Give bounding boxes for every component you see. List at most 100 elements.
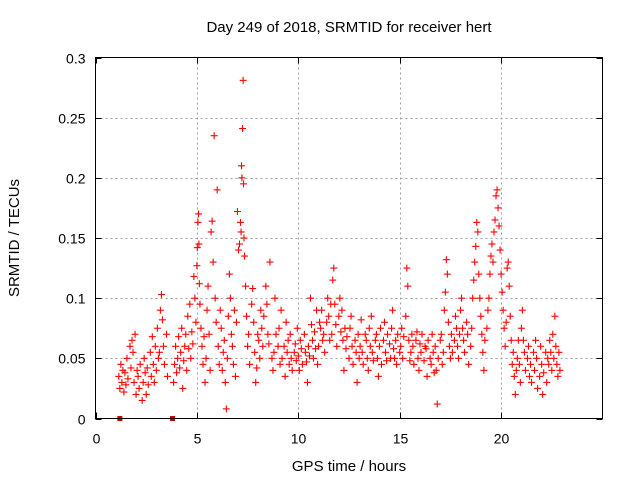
data-point bbox=[345, 354, 353, 362]
data-point bbox=[475, 270, 483, 278]
data-point bbox=[339, 336, 347, 344]
data-point bbox=[465, 360, 473, 368]
data-point bbox=[234, 246, 242, 254]
data-point bbox=[472, 242, 480, 250]
data-point bbox=[456, 330, 464, 338]
data-point bbox=[143, 364, 151, 372]
data-point bbox=[463, 318, 471, 326]
data-point bbox=[329, 276, 337, 284]
data-point bbox=[302, 358, 310, 366]
data-point bbox=[471, 258, 479, 266]
data-point bbox=[400, 333, 408, 341]
data-point bbox=[283, 348, 291, 356]
data-point bbox=[363, 354, 371, 362]
data-point bbox=[146, 348, 154, 356]
data-point bbox=[253, 364, 261, 372]
data-point bbox=[499, 306, 507, 314]
data-point bbox=[436, 336, 444, 344]
data-point bbox=[174, 354, 182, 362]
data-point bbox=[412, 336, 420, 344]
data-point bbox=[497, 270, 505, 278]
data-point bbox=[298, 360, 306, 368]
data-point bbox=[470, 276, 478, 284]
data-point bbox=[222, 405, 230, 413]
x-axis-label: GPS time / hours bbox=[292, 458, 406, 475]
data-point bbox=[501, 342, 509, 350]
data-point bbox=[441, 288, 449, 296]
data-point bbox=[139, 378, 147, 386]
data-point bbox=[215, 360, 223, 368]
data-point bbox=[140, 354, 148, 362]
data-point bbox=[343, 333, 351, 341]
data-point bbox=[468, 324, 476, 332]
data-point bbox=[453, 342, 461, 350]
data-point bbox=[495, 222, 503, 230]
data-point bbox=[357, 316, 365, 324]
data-point bbox=[507, 336, 515, 344]
data-point bbox=[129, 348, 137, 356]
data-point bbox=[304, 342, 312, 350]
data-point bbox=[158, 316, 166, 324]
data-point bbox=[223, 354, 231, 362]
data-point bbox=[257, 306, 265, 314]
data-point bbox=[402, 312, 410, 320]
data-point bbox=[251, 348, 259, 356]
data-point bbox=[219, 348, 227, 356]
data-point bbox=[333, 342, 341, 350]
data-point bbox=[272, 330, 280, 338]
data-point bbox=[369, 357, 377, 365]
y-tick-label: 0.15 bbox=[58, 231, 85, 247]
data-point bbox=[130, 378, 138, 386]
data-point bbox=[464, 330, 472, 338]
data-point bbox=[496, 246, 504, 254]
data-point bbox=[477, 312, 485, 320]
data-point bbox=[353, 378, 361, 386]
data-point bbox=[325, 312, 333, 320]
data-point bbox=[186, 300, 194, 308]
data-point bbox=[416, 340, 424, 348]
data-point bbox=[259, 342, 267, 350]
data-point bbox=[359, 360, 367, 368]
data-point bbox=[237, 218, 245, 226]
data-point bbox=[269, 366, 277, 374]
data-point bbox=[147, 372, 155, 380]
data-point bbox=[490, 228, 498, 236]
data-point bbox=[429, 348, 437, 356]
data-point bbox=[126, 342, 134, 350]
data-point bbox=[124, 375, 132, 383]
data-point bbox=[351, 336, 359, 344]
data-point bbox=[396, 348, 404, 356]
data-point bbox=[478, 330, 486, 338]
data-point bbox=[127, 364, 135, 372]
data-point bbox=[118, 378, 126, 386]
data-point bbox=[533, 354, 541, 362]
data-point bbox=[120, 388, 128, 396]
data-point bbox=[306, 294, 314, 302]
data-point bbox=[384, 330, 392, 338]
data-point bbox=[543, 378, 551, 386]
data-point bbox=[393, 360, 401, 368]
data-point bbox=[153, 324, 161, 332]
data-point bbox=[483, 324, 491, 332]
data-point bbox=[296, 336, 304, 344]
data-point bbox=[480, 366, 488, 374]
data-point bbox=[518, 306, 526, 314]
data-point bbox=[301, 348, 309, 356]
data-point bbox=[142, 390, 150, 398]
data-point bbox=[144, 381, 152, 389]
data-point bbox=[178, 324, 186, 332]
data-point bbox=[135, 384, 143, 392]
data-point bbox=[375, 342, 383, 350]
data-point bbox=[473, 218, 481, 226]
data-point bbox=[415, 366, 423, 374]
y-tick-label: 0.1 bbox=[66, 291, 86, 307]
data-point bbox=[293, 324, 301, 332]
data-point bbox=[356, 342, 364, 350]
data-point bbox=[228, 342, 236, 350]
data-point bbox=[229, 360, 237, 368]
data-point bbox=[239, 124, 247, 132]
data-point bbox=[332, 321, 340, 329]
data-point bbox=[245, 330, 253, 338]
data-point bbox=[376, 324, 384, 332]
data-point bbox=[225, 270, 233, 278]
